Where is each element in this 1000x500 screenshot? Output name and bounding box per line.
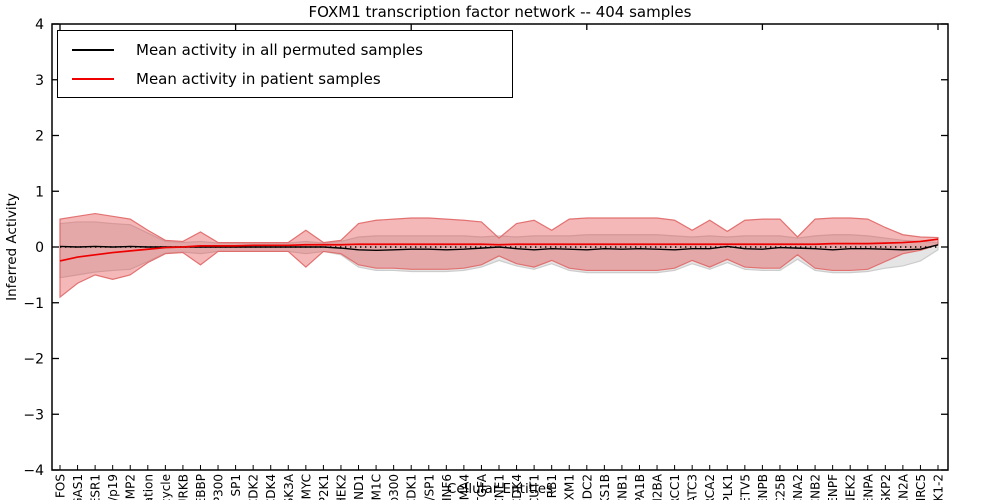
- y-tick-label: 3: [35, 73, 44, 89]
- x-tick-label: ONECUT1: [528, 474, 542, 500]
- y-tick-label: 0: [35, 240, 44, 256]
- legend: Mean activity in all permuted samples Me…: [57, 30, 513, 98]
- x-tick-label: CCNB1/CDK1: [405, 474, 419, 500]
- x-tick-label: response to radiation: [141, 474, 155, 500]
- x-tick-label: CCNE1: [493, 474, 507, 500]
- x-tick-label: CKS1B: [598, 474, 612, 500]
- x-tick-label: FOXM1B/HNF6: [440, 474, 454, 500]
- x-tick-label: CCND1: [352, 474, 366, 500]
- x-tick-label: HSPA1B: [633, 474, 647, 500]
- patient-sample-range-band: [59, 212, 939, 299]
- x-tick-label: CDC2: [580, 474, 594, 500]
- x-tick-label: CCNB1: [615, 474, 629, 500]
- y-tick-label: −3: [23, 407, 44, 423]
- y-tick-label: 2: [35, 129, 44, 145]
- x-tick-label: ESR1: [89, 474, 103, 500]
- y-tick-label: 4: [35, 17, 44, 33]
- x-tick-label: FOXM1B/p19: [106, 474, 120, 500]
- x-tick-label: AURKB: [176, 474, 190, 500]
- x-tick-label: MYC: [299, 474, 313, 499]
- x-tick-label: CENPB: [756, 474, 770, 500]
- x-tick-label: GSK3A: [282, 473, 296, 500]
- x-tick-label: G2/M transition of mitotic cell cycle: [159, 474, 173, 500]
- x-tick-label: CDK4: [264, 474, 278, 500]
- x-tick-label: PLK1: [721, 474, 735, 500]
- legend-item-permuted: Mean activity in all permuted samples: [58, 41, 512, 59]
- legend-item-patient: Mean activity in patient samples: [58, 70, 512, 88]
- x-tick-label: CDK2: [247, 474, 261, 500]
- y-tick-label: −4: [23, 463, 44, 479]
- patient-mean-line: [59, 238, 939, 262]
- y-tick-label: −2: [23, 352, 44, 368]
- x-tick-label: BIRC5: [914, 474, 928, 500]
- x-tick-label: FOXM1B/Cbp/p300: [387, 474, 401, 500]
- permuted-line-swatch: [72, 48, 114, 51]
- y-tick-label: −1: [23, 296, 44, 312]
- x-tick-label: RB1: [545, 474, 559, 498]
- x-tick-label: EP300: [212, 474, 226, 500]
- x-tick-label: CDKN2A: [896, 473, 910, 500]
- permuted-mean-line: [59, 244, 939, 252]
- x-tick-label: HIST1H2BA: [651, 473, 665, 500]
- x-tick-label: XRCC1: [668, 474, 682, 500]
- x-tick-label: GAS1: [71, 474, 85, 500]
- x-tick-label: FOXM1: [563, 474, 577, 500]
- chart-title: FOXM1 transcription factor network -- 40…: [308, 3, 692, 21]
- x-tick-label: CENPA: [861, 473, 875, 500]
- x-tick-label: TGFA: [475, 473, 489, 500]
- x-tick-label: SKP2: [879, 474, 893, 500]
- x-tick-label: LAMA4: [457, 474, 471, 500]
- x-tick-label: CREBBP: [194, 474, 208, 500]
- x-tick-label: Cyclin D1/CDK4: [510, 474, 524, 500]
- x-tick-label: CCNB2: [809, 474, 823, 500]
- x-tick-label: CHEK2: [334, 474, 348, 500]
- x-tick-label: Cyclin A-E1/CDK1-2: [932, 474, 946, 500]
- y-tick-label: 1: [35, 184, 44, 200]
- x-tick-label: CENPF: [826, 474, 840, 500]
- y-axis-title: Inferred Activity: [4, 193, 20, 301]
- x-tick-label: MMP2: [124, 474, 138, 500]
- x-tick-label: ETV5: [738, 474, 752, 500]
- x-tick-label: FOS: [54, 474, 68, 498]
- x-tick-label: MAP2K1: [317, 474, 331, 500]
- x-tick-label: NFATC3: [686, 474, 700, 500]
- x-tick-label: CDC25B: [773, 474, 787, 500]
- x-tick-label: NEK2: [844, 474, 858, 500]
- x-tick-label: SP1: [229, 474, 243, 497]
- x-tick-label: BRCA2: [703, 474, 717, 500]
- legend-label-patient: Mean activity in patient samples: [136, 69, 381, 88]
- patient-line-swatch: [72, 77, 114, 80]
- x-axis-title: Cellular Entities: [446, 481, 554, 497]
- x-tick-label: CCNA2: [791, 474, 805, 500]
- legend-label-permuted: Mean activity in all permuted samples: [136, 40, 423, 59]
